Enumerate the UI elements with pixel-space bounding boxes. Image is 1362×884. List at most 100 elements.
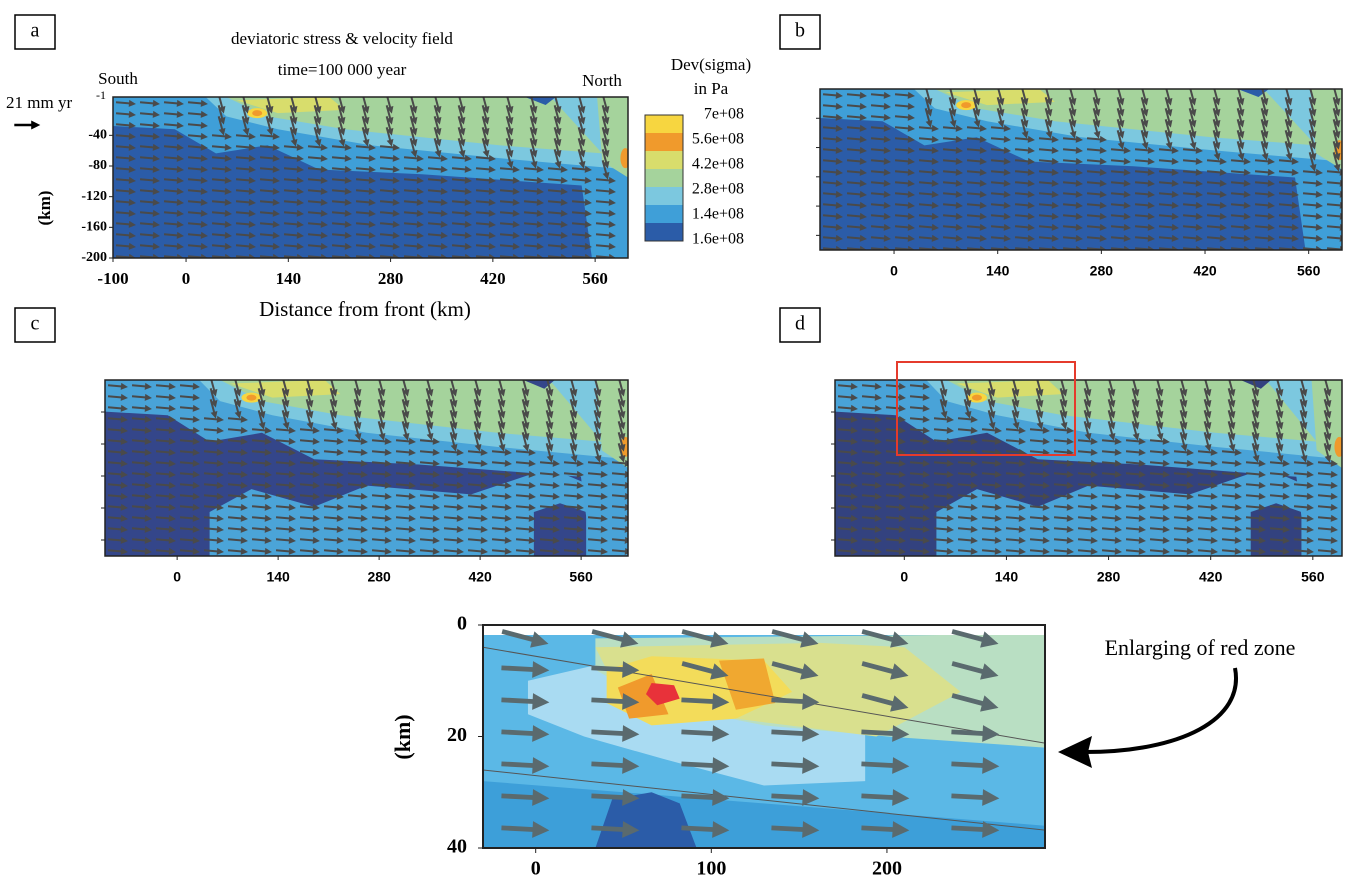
velocity-arrow (1005, 525, 1026, 533)
velocity-arrow (870, 146, 891, 154)
stress-peak (246, 394, 257, 401)
velocity-arrow (331, 165, 352, 173)
velocity-arrow (990, 223, 1011, 231)
velocity-arrow (491, 536, 512, 544)
velocity-arrow (451, 187, 472, 195)
velocity-arrow (1221, 470, 1242, 478)
velocity-arrow (371, 448, 392, 456)
velocity-arrow (491, 470, 512, 478)
velocity-arrow (443, 481, 464, 489)
velocity-arrow (139, 165, 160, 173)
colorbar-swatch (645, 223, 683, 242)
velocity-arrow (395, 459, 416, 467)
velocity-arrow (227, 437, 248, 445)
velocity-arrow (1302, 168, 1323, 176)
contour-region (220, 380, 602, 442)
velocity-arrow (163, 220, 184, 228)
velocity-arrow (1077, 547, 1098, 555)
velocity-arrow (885, 437, 906, 445)
contour-region (533, 503, 587, 556)
velocity-arrow (451, 198, 472, 206)
velocity-arrow (1317, 503, 1338, 511)
velocity-arrow (275, 448, 296, 456)
velocity-arrow (323, 525, 344, 533)
velocity-arrow (14, 120, 41, 130)
velocity-arrow (924, 108, 933, 128)
velocity-arrow (451, 154, 472, 162)
velocity-arrow (187, 220, 208, 228)
velocity-arrow (861, 629, 909, 648)
velocity-arrow (251, 492, 272, 500)
velocity-arrow (822, 135, 843, 143)
velocity-arrow (497, 432, 506, 452)
velocity-arrow (163, 198, 184, 206)
velocity-arrow (379, 209, 400, 217)
velocity-arrow (1158, 146, 1179, 154)
velocity-arrow (1197, 525, 1218, 533)
pointer-arrowhead (1058, 736, 1092, 768)
velocity-arrow (499, 198, 520, 206)
velocity-arrow (187, 132, 208, 140)
velocity-arrow (545, 443, 554, 463)
velocity-arrow (563, 503, 584, 511)
x-tick-label: 0 (173, 569, 181, 585)
velocity-arrow (942, 201, 963, 209)
velocity-arrow (179, 514, 200, 522)
velocity-arrow (981, 536, 1002, 544)
velocity-arrow (1317, 525, 1338, 533)
velocity-arrow (467, 503, 488, 511)
velocity-arrow (155, 393, 176, 401)
velocity-arrow (491, 503, 512, 511)
velocity-arrow (1284, 141, 1293, 161)
velocity-arrow (1182, 179, 1203, 187)
velocity-arrow (379, 220, 400, 228)
panel: -100 0 140 280 420 560 -40 -80 -120 -160 -200 a Sout… (6, 14, 629, 321)
velocity-arrow (587, 547, 608, 555)
velocity-arrow (163, 143, 184, 151)
velocity-arrow (1149, 536, 1170, 544)
velocity-arrow (885, 503, 906, 511)
velocity-arrow (1293, 525, 1314, 533)
velocity-arrow (981, 470, 1002, 478)
velocity-arrow (419, 470, 440, 478)
panel-label: b (795, 20, 805, 42)
velocity-arrow (443, 470, 464, 478)
velocity-arrow (1134, 223, 1155, 231)
velocity-arrow (403, 231, 424, 239)
velocity-arrow (1062, 168, 1083, 176)
velocity-arrow (1038, 234, 1059, 242)
velocity-arrow (1077, 437, 1098, 445)
plot-frame (834, 379, 1343, 557)
y-tick-label: -40 (88, 128, 107, 143)
velocity-arrow (918, 179, 939, 187)
velocity-arrow (107, 470, 128, 478)
contour-region (1240, 380, 1272, 389)
velocity-arrow (942, 179, 963, 187)
velocity-arrow (1254, 190, 1275, 198)
velocity-arrow (1053, 525, 1074, 533)
velocity-arrow (1149, 514, 1170, 522)
velocity-arrow (155, 426, 176, 434)
velocity-arrow (1053, 481, 1074, 489)
zoom-annotation: Enlarging of red zone (1105, 635, 1296, 660)
velocity-arrow (1182, 201, 1203, 209)
velocity-arrow (371, 547, 392, 555)
velocity-arrow (837, 448, 858, 456)
velocity-arrow (275, 459, 296, 467)
velocity-arrow (1029, 481, 1050, 489)
velocity-arrow (187, 154, 208, 162)
velocity-arrow (957, 437, 978, 445)
velocity-arrow (107, 459, 128, 467)
velocity-arrow (203, 547, 224, 555)
velocity-arrow (1038, 201, 1059, 209)
velocity-arrow (107, 437, 128, 445)
velocity-arrow (837, 382, 858, 390)
velocity-arrow (179, 503, 200, 511)
velocity-arrow (203, 525, 224, 533)
velocity-arrow (1062, 146, 1083, 154)
velocity-arrow (499, 209, 520, 217)
velocity-arrow (957, 470, 978, 478)
velocity-arrow (861, 789, 910, 806)
velocity-arrow (1014, 223, 1035, 231)
velocity-arrow (515, 459, 536, 467)
